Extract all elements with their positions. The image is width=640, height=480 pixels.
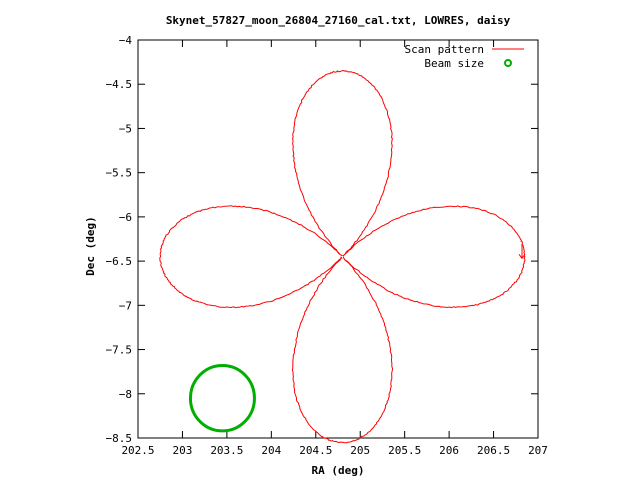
y-tick-label: −4.5	[106, 78, 133, 91]
x-tick-label: 204	[261, 444, 281, 457]
y-tick-label: −6	[119, 211, 132, 224]
scan-start-marker	[518, 244, 526, 260]
legend: Scan pattern Beam size	[405, 43, 524, 70]
beam-size-circle	[188, 363, 256, 433]
x-tick-label: 203.5	[210, 444, 243, 457]
x-axis: 202.5 203 203.5 204 204.5 205 205.5 206 206.5 207	[121, 40, 548, 457]
y-tick-label: −5.5	[106, 167, 133, 180]
x-tick-label: 206.5	[477, 444, 510, 457]
scan-pattern-line	[159, 69, 526, 444]
chart-title: Skynet_57827_moon_26804_27160_cal.txt, L…	[166, 14, 511, 27]
x-tick-label: 206	[439, 444, 459, 457]
x-tick-label: 202.5	[121, 444, 154, 457]
y-tick-label: −7.5	[106, 344, 133, 357]
legend-label-beam-size: Beam size	[424, 57, 484, 70]
legend-label-scan-pattern: Scan pattern	[405, 43, 484, 56]
plot-frame	[137, 39, 539, 439]
y-tick-label: −4	[119, 34, 133, 47]
plot-area	[137, 39, 539, 439]
y-tick-label: −7	[119, 299, 132, 312]
x-tick-label: 205.5	[388, 444, 421, 457]
series-group	[159, 69, 526, 444]
legend-swatch-beam-size	[504, 59, 512, 67]
y-tick-label: −8.5	[106, 432, 133, 445]
y-tick-label: −5	[119, 122, 132, 135]
x-tick-label: 203	[173, 444, 193, 457]
y-tick-label: −6.5	[106, 255, 133, 268]
x-tick-label: 207	[528, 444, 548, 457]
x-axis-label: RA (deg)	[312, 464, 365, 477]
x-tick-label: 205	[350, 444, 370, 457]
x-tick-label: 204.5	[299, 444, 332, 457]
y-axis-label: Dec (deg)	[84, 216, 97, 276]
y-axis: −4 −4.5 −5 −5.5 −6 −6.5 −7 −7.5 −8 −8.5	[106, 34, 538, 445]
y-tick-label: −8	[119, 388, 132, 401]
